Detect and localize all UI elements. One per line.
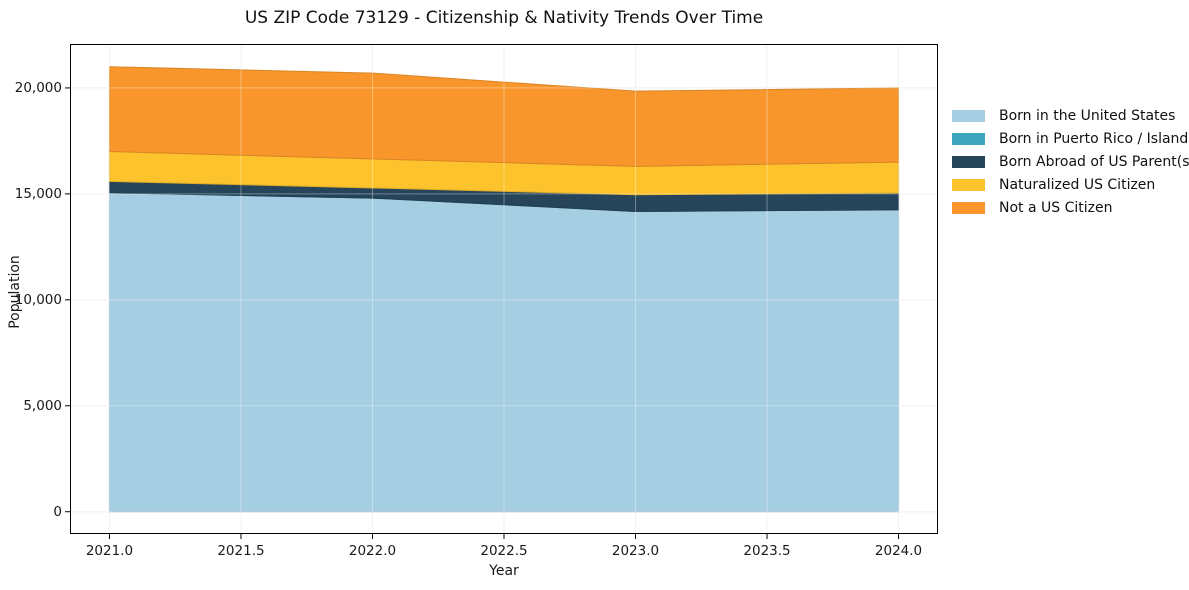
legend-label: Born in the United States [999,107,1176,124]
legend-swatch [952,132,985,145]
y-axis-label: Population [7,255,23,329]
y-tick-label: 0 [53,503,62,520]
legend-label: Naturalized US Citizen [999,176,1156,193]
legend-label: Born in Puerto Rico / Islands [999,130,1189,147]
legend-item: Born in the United States [952,104,1189,127]
legend-item: Not a US Citizen [952,196,1189,219]
legend: Born in the United States Born in Puerto … [952,104,1189,219]
x-tick-label: 2023.5 [743,543,791,559]
plot-border [70,44,938,534]
legend-swatch [952,178,985,191]
legend-item: Born in Puerto Rico / Islands [952,127,1189,150]
x-tick-label: 2022.0 [348,543,397,559]
tick-marks [65,87,900,539]
x-axis-label: Year [489,563,519,579]
x-tick-label: 2023.0 [611,543,660,559]
x-tick-label: 2024.0 [874,543,923,559]
legend-label: Born Abroad of US Parent(s) [999,153,1189,170]
plot-area [65,44,938,539]
legend-swatch [952,201,985,214]
legend-label: Not a US Citizen [999,199,1113,216]
x-tick-label: 2022.5 [480,543,528,559]
y-tick-label: 5,000 [23,397,62,414]
x-tick-label: 2021.5 [217,543,265,559]
chart-canvas [65,44,938,539]
legend-item: Born Abroad of US Parent(s) [952,150,1189,173]
y-tick-label: 10,000 [14,291,62,308]
legend-item: Naturalized US Citizen [952,173,1189,196]
area-series-4 [108,66,900,167]
y-tick-label: 15,000 [14,185,62,202]
chart-title: US ZIP Code 73129 - Citizenship & Nativi… [244,8,764,28]
y-tick-label: 20,000 [14,79,62,96]
legend-swatch [952,109,985,122]
legend-swatch [952,155,985,168]
x-tick-label: 2021.0 [85,543,134,559]
gridlines-over [70,44,938,534]
